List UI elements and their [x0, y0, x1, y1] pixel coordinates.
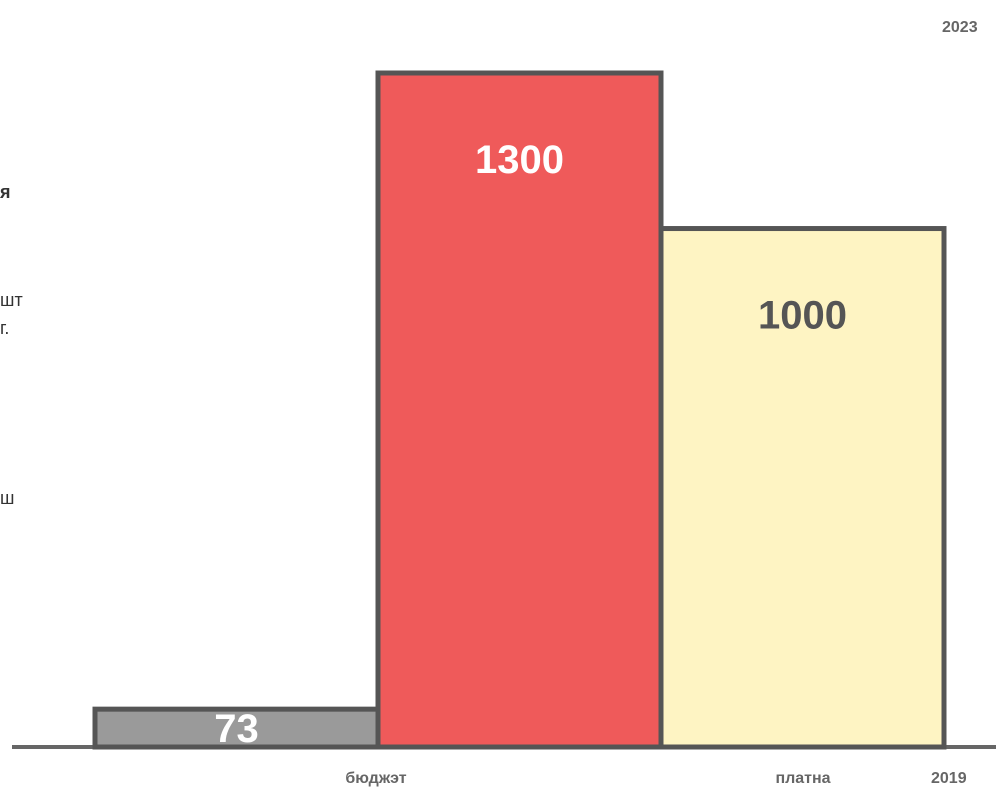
left-text-fragment-2: шт: [0, 290, 23, 310]
bar-1: [92, 706, 381, 750]
bar-3: [658, 226, 947, 750]
x-category-label-paid: платна: [775, 770, 831, 787]
left-text-fragment-4: ш: [0, 488, 15, 508]
bar-value-label-1: 73: [214, 707, 259, 751]
x-category-label-budget: бюджэт: [345, 770, 407, 787]
bar-2: [375, 70, 664, 750]
left-text-fragment-3: г.: [0, 318, 10, 338]
bar-value-label-2: 1300: [475, 138, 564, 182]
bar-value-label-3: 1000: [758, 294, 847, 338]
year-label-top: 2023: [942, 19, 978, 36]
left-text-fragment-1: я: [0, 182, 11, 202]
year-label-bottom: 2019: [931, 770, 967, 787]
